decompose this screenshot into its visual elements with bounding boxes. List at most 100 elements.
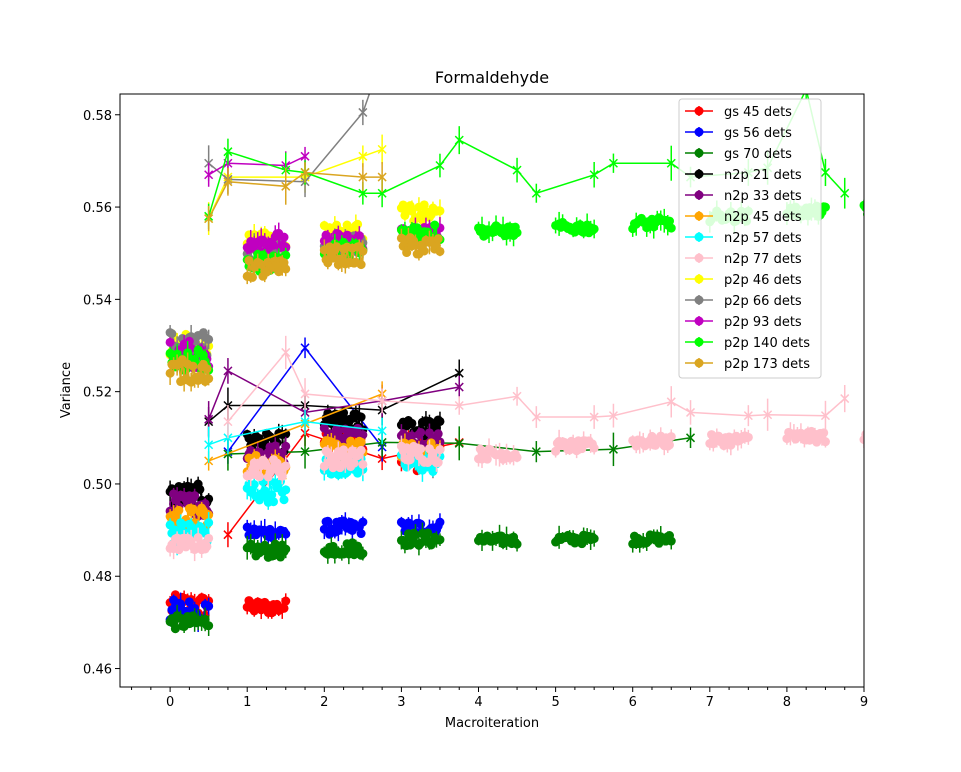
tail-line	[208, 420, 383, 446]
data-point	[819, 428, 829, 438]
data-point	[323, 549, 333, 559]
data-point	[204, 533, 214, 543]
tail-marker	[820, 167, 830, 177]
y-tick-label: 0.50	[83, 478, 112, 493]
data-point	[865, 429, 874, 438]
data-point	[888, 428, 897, 437]
data-point	[868, 201, 877, 210]
tail-marker	[531, 188, 541, 198]
data-point	[268, 497, 278, 507]
tail-marker	[204, 170, 214, 180]
data-point	[875, 202, 884, 211]
legend-label: p2p 66 dets	[724, 294, 802, 309]
tail-marker	[204, 414, 214, 424]
data-point	[244, 256, 254, 266]
legend-marker	[694, 148, 704, 158]
data-point	[177, 519, 187, 529]
data-point	[202, 541, 212, 551]
data-point	[879, 430, 888, 439]
tail-marker	[281, 181, 291, 191]
legend-marker	[694, 127, 704, 137]
tail-marker	[454, 400, 464, 411]
data-point	[666, 432, 676, 442]
data-point	[512, 539, 522, 549]
series-gs-70-dets	[165, 426, 696, 636]
data-point	[346, 436, 356, 446]
data-point	[174, 505, 184, 515]
legend-entry: n2p 57 dets	[685, 231, 802, 246]
legend-entry: p2p 93 dets	[685, 315, 802, 330]
data-point	[589, 534, 599, 544]
data-point	[435, 535, 445, 545]
data-point	[820, 437, 830, 447]
tail-marker	[531, 447, 541, 457]
data-point	[435, 445, 445, 455]
data-point	[281, 529, 291, 539]
tail-marker	[223, 177, 233, 187]
data-point	[726, 440, 736, 450]
tail-marker	[763, 410, 773, 420]
data-point	[867, 429, 876, 438]
data-point	[895, 200, 904, 209]
tail-marker	[223, 147, 233, 157]
data-point	[898, 203, 907, 212]
data-point	[188, 361, 198, 371]
data-point	[358, 459, 368, 469]
data-point	[874, 202, 883, 211]
data-point	[419, 246, 429, 256]
legend-entry: gs 70 dets	[685, 147, 792, 162]
data-point	[416, 519, 426, 529]
data-point	[886, 201, 895, 210]
tail-marker	[685, 433, 696, 443]
data-point	[277, 449, 287, 459]
data-point	[416, 427, 426, 437]
data-point	[872, 210, 881, 219]
data-point	[319, 423, 329, 433]
x-tick-label: 3	[397, 695, 405, 710]
tail-marker	[512, 165, 522, 175]
x-tick-label: 7	[706, 695, 714, 710]
tail-marker	[377, 172, 387, 182]
tail-marker	[685, 407, 696, 417]
tail-marker	[589, 170, 599, 180]
y-tick-label: 0.54	[83, 293, 112, 308]
data-point	[428, 448, 438, 458]
data-point	[165, 368, 175, 378]
tail-marker	[281, 347, 291, 357]
tail-marker	[204, 214, 214, 224]
legend-label: n2p 45 dets	[724, 210, 802, 225]
data-point	[889, 427, 898, 436]
tail-marker	[358, 151, 368, 161]
tail-marker	[666, 397, 676, 407]
tail-marker	[223, 530, 233, 540]
data-point	[204, 621, 214, 631]
tail-marker	[743, 411, 753, 421]
tail-marker	[378, 53, 386, 61]
data-point	[872, 427, 881, 436]
data-point	[356, 260, 366, 270]
tail-marker	[608, 444, 618, 454]
tail-marker	[377, 396, 387, 406]
data-point	[874, 434, 883, 443]
x-tick-label: 1	[243, 695, 251, 710]
legend-marker	[694, 211, 704, 221]
data-point	[896, 432, 905, 441]
data-point	[433, 458, 443, 468]
data-point	[167, 329, 177, 339]
data-point	[342, 230, 352, 240]
legend-label: p2p 140 dets	[724, 336, 810, 351]
data-point	[267, 490, 277, 500]
data-point	[281, 441, 291, 451]
y-axis-label: Variance	[59, 362, 74, 418]
y-tick-label: 0.56	[83, 201, 112, 216]
tail-marker	[454, 368, 464, 378]
tail-line	[208, 155, 306, 176]
data-point	[435, 246, 445, 256]
data-point	[407, 206, 417, 216]
data-point	[165, 337, 175, 347]
tail-marker	[454, 438, 464, 448]
data-point	[867, 206, 876, 215]
legend-label: n2p 77 dets	[724, 252, 802, 267]
legend-marker	[694, 358, 704, 368]
data-point	[333, 426, 343, 436]
